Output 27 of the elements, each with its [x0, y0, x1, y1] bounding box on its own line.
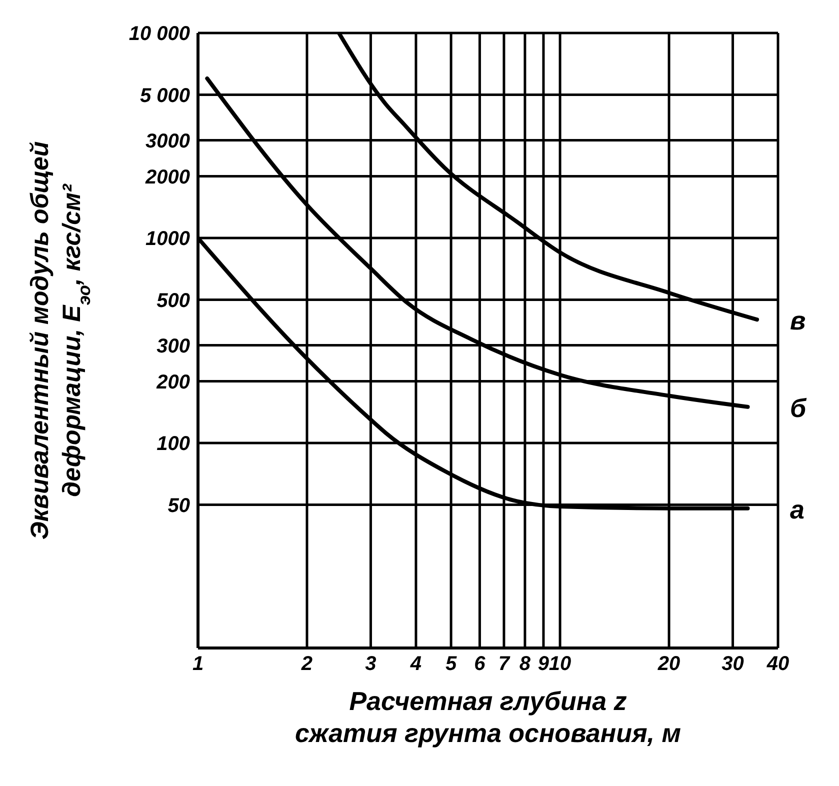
- series-label: а: [790, 494, 804, 524]
- y-tick-label: 500: [156, 290, 190, 312]
- x-tick-label: 9: [538, 653, 550, 676]
- x-tick-label: 4: [409, 653, 422, 676]
- x-tick-label: 2: [300, 653, 313, 676]
- y-tick-label: 3000: [146, 130, 190, 152]
- y-tick-label: 300: [156, 335, 190, 358]
- x-tick-label: 7: [498, 653, 510, 676]
- x-tick-label: 10: [548, 653, 572, 676]
- x-axis-title: Расчетная глубина z сжатия грунта основания, м: [295, 686, 681, 748]
- x-tick-label: 3: [365, 653, 376, 676]
- y-tick-label: 5 000: [140, 84, 190, 107]
- x-tick-label: 5: [445, 653, 458, 676]
- y-tick-label: 2000: [144, 166, 190, 188]
- x-tick-label: 6: [474, 653, 486, 676]
- y-tick-label: 200: [156, 371, 190, 394]
- x-tick-label: 20: [656, 653, 680, 676]
- series-label: в: [790, 306, 806, 336]
- y-tick-label: 10 000: [128, 23, 190, 46]
- series-label: б: [790, 392, 807, 423]
- x-tick-label: 8: [519, 653, 532, 676]
- y-tick-label: 100: [156, 433, 190, 456]
- x-tick-label: 30: [722, 653, 744, 676]
- y-tick-label: 50: [168, 494, 190, 517]
- y-tick-label: 1000: [146, 228, 190, 250]
- x-tick-label: 40: [766, 653, 790, 676]
- x-tick-label: 1: [192, 653, 204, 676]
